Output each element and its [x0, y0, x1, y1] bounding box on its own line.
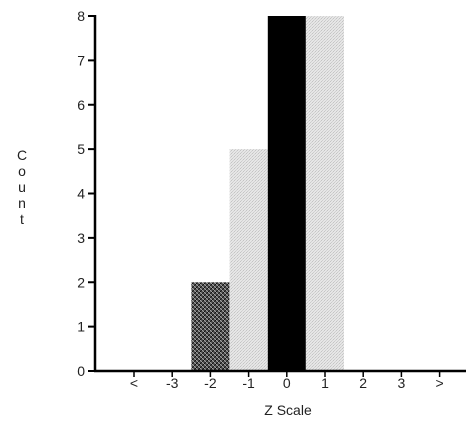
x-tick-labels: < -3 -2 -1 0 1 2 3 >: [130, 375, 444, 391]
y-tick-label-6: 6: [77, 97, 85, 113]
x-tick-label--1: -1: [242, 375, 255, 391]
x-tick-label-2: 2: [359, 375, 367, 391]
axes-group: [88, 15, 466, 377]
y-axis-title-letter: o: [18, 163, 26, 179]
bar--2: [191, 282, 230, 372]
bar--1: [229, 149, 268, 371]
y-tick-labels: 0 1 2 3 4 5 6 7 8: [77, 8, 85, 379]
x-axis-title: Z Scale: [264, 402, 312, 418]
y-axis-title-letter: u: [18, 179, 26, 195]
bars-group: [191, 16, 344, 372]
y-axis-title-letter: n: [18, 195, 26, 211]
y-tick-label-5: 5: [77, 141, 85, 157]
bar-0: [267, 16, 306, 371]
x-tick-label--3: -3: [166, 375, 179, 391]
x-tick-label-<: <: [130, 375, 138, 391]
y-axis-title-letter: C: [17, 147, 27, 163]
x-tick-label-0: 0: [283, 375, 291, 391]
y-tick-label-1: 1: [77, 319, 85, 335]
y-tick-label-4: 4: [77, 186, 85, 202]
y-tick-label-3: 3: [77, 230, 85, 246]
x-tick-label-1: 1: [321, 375, 329, 391]
x-tick-label-3: 3: [398, 375, 406, 391]
y-tick-label-8: 8: [77, 8, 85, 24]
y-tick-label-2: 2: [77, 274, 85, 290]
y-axis-title-letter: t: [20, 211, 24, 227]
bar-1: [306, 16, 344, 371]
x-tick-label--2: -2: [204, 375, 217, 391]
x-tick-label->: >: [436, 375, 444, 391]
y-tick-label-0: 0: [77, 363, 85, 379]
y-tick-label-7: 7: [77, 52, 85, 68]
